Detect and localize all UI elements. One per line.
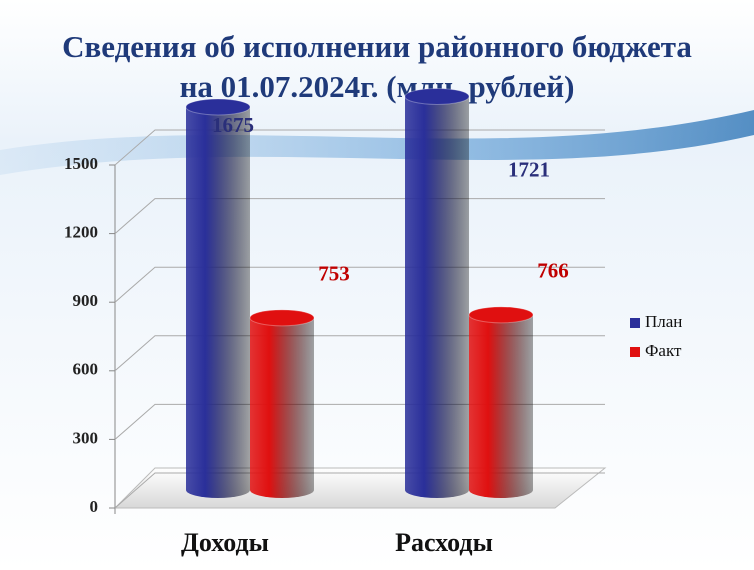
- chart-title: Сведения об исполнении районного бюджета: [62, 29, 692, 64]
- bar: [405, 96, 469, 499]
- chart-title: на 01.07.2024г. (млн. рублей): [180, 69, 575, 104]
- value-label: 766: [537, 259, 569, 283]
- bar: [250, 317, 314, 498]
- y-tick-label: 1200: [64, 223, 98, 242]
- y-tick-label: 300: [73, 428, 99, 447]
- legend-swatch: [630, 318, 640, 328]
- legend-label: Факт: [645, 341, 682, 360]
- y-tick-label: 900: [73, 291, 99, 310]
- y-tick-label: 1500: [64, 154, 98, 173]
- legend-swatch: [630, 347, 640, 357]
- bar-cap: [468, 306, 534, 324]
- bar-cap: [249, 309, 315, 327]
- value-label: 1675: [212, 113, 254, 137]
- value-label: 753: [318, 262, 350, 286]
- bar-cap: [185, 98, 251, 116]
- y-tick-label: 600: [73, 360, 99, 379]
- value-label: 1721: [508, 157, 550, 181]
- bar-cap: [404, 87, 470, 105]
- bar: [469, 314, 533, 498]
- legend-label: План: [645, 312, 682, 331]
- y-tick-label: 0: [90, 497, 99, 516]
- decor-swoosh: [0, 110, 754, 175]
- bar: [186, 106, 250, 498]
- x-tick-label: Расходы: [395, 528, 493, 557]
- x-tick-label: Доходы: [181, 528, 269, 557]
